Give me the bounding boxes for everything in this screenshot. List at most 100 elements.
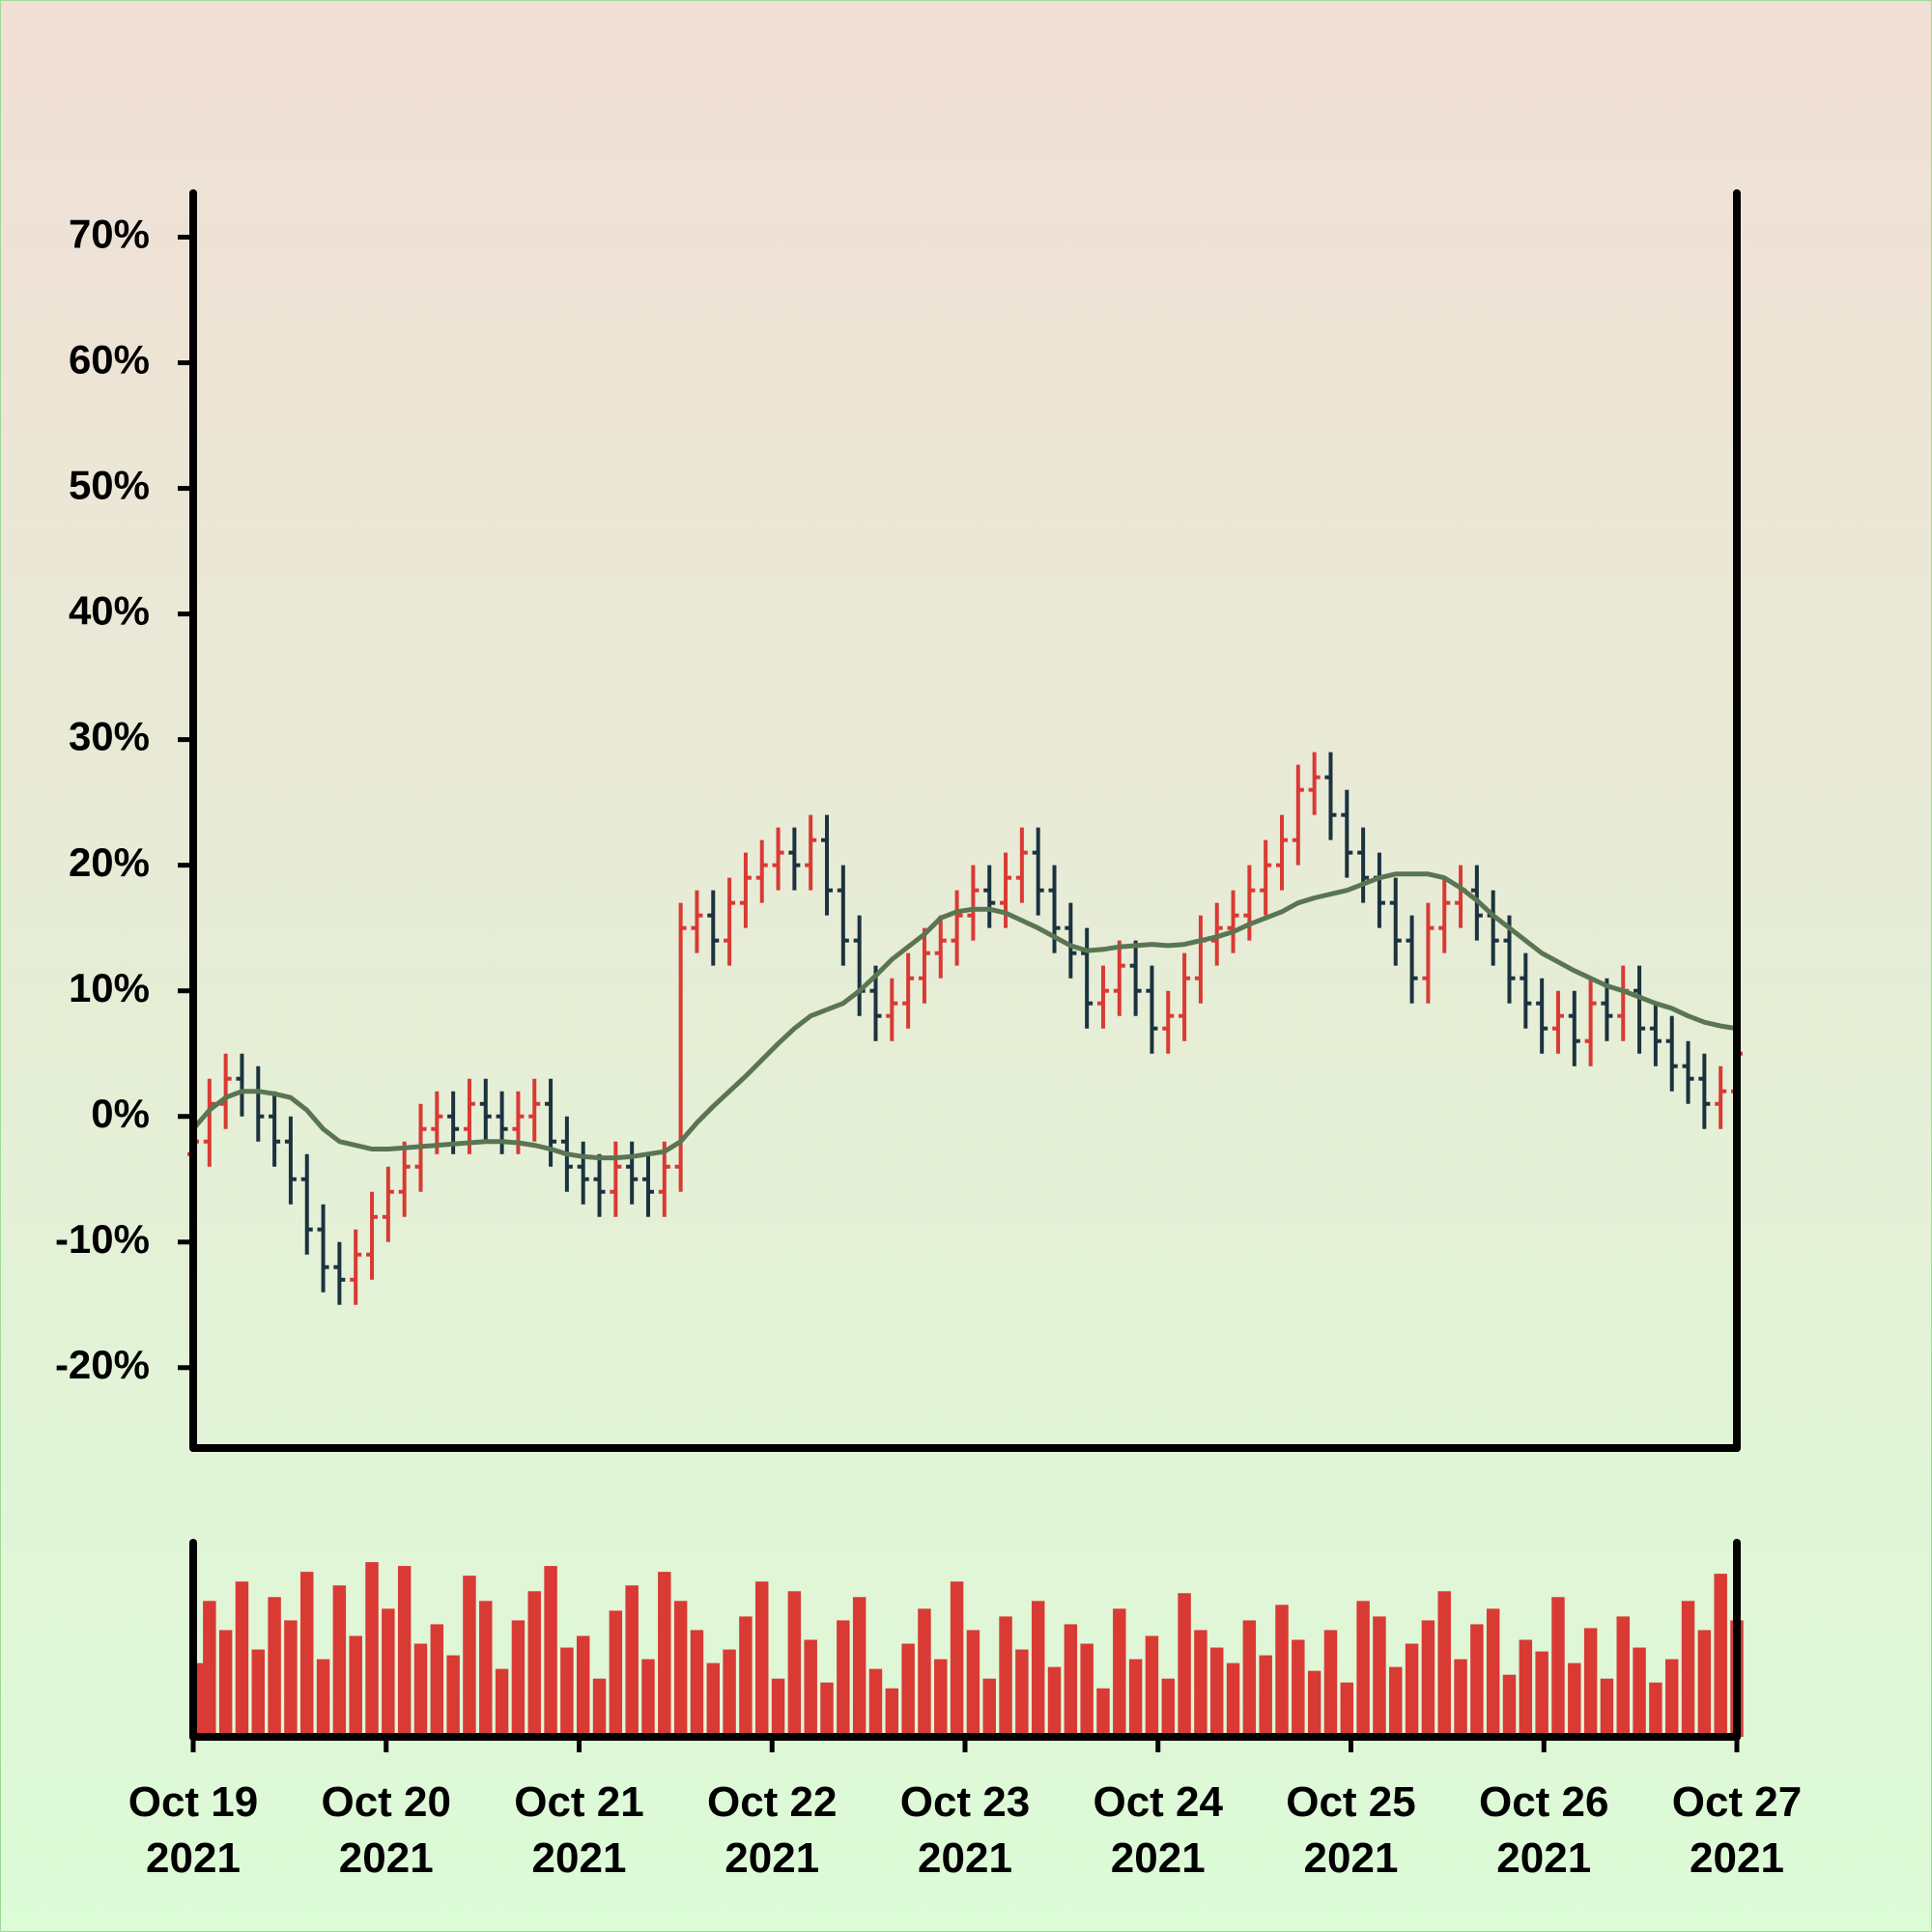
x-tick-label: Oct 20 2021	[321, 1778, 451, 1882]
y-tick-label: 50%	[69, 463, 150, 508]
x-tick-label: Oct 23 2021	[900, 1778, 1031, 1882]
x-tick-label-line: Oct 22	[707, 1778, 838, 1826]
volume-bar	[1292, 1639, 1305, 1737]
volume-bar	[625, 1585, 639, 1737]
volume-bar	[203, 1601, 216, 1737]
y-tick-label: 70%	[69, 212, 150, 257]
y-tick-label: -10%	[55, 1216, 150, 1262]
x-tick-label-line: 2021	[1690, 1834, 1784, 1882]
volume-bar	[1145, 1635, 1159, 1737]
volume-bar	[1226, 1662, 1240, 1737]
volume-bar	[755, 1581, 769, 1737]
volume-bar	[1080, 1643, 1094, 1737]
x-tick-label-line: Oct 25	[1286, 1778, 1416, 1826]
volume-bar	[771, 1678, 785, 1737]
volume-bar	[413, 1643, 428, 1737]
volume-bar	[1015, 1649, 1029, 1737]
volume-bar	[934, 1659, 948, 1737]
y-tick-label: -20%	[55, 1342, 150, 1387]
volume-bar	[1697, 1630, 1712, 1737]
x-tick-label: Oct 21 2021	[514, 1778, 644, 1882]
volume-bar	[446, 1655, 460, 1737]
volume-bar	[1047, 1666, 1062, 1737]
x-tick-label-line: 2021	[724, 1834, 819, 1882]
y-tick-label: 40%	[69, 588, 150, 634]
y-tick-label: 10%	[69, 965, 150, 1010]
x-tick-label-line: Oct 21	[514, 1778, 644, 1826]
volume-bar	[1714, 1574, 1727, 1737]
volume-bar	[739, 1616, 753, 1737]
volume-bar	[706, 1662, 721, 1737]
volume-bar	[365, 1562, 379, 1737]
volume-bar	[1681, 1601, 1695, 1737]
volume-bar	[1519, 1639, 1533, 1737]
volume-bar	[723, 1649, 736, 1737]
volume-bar	[1323, 1630, 1338, 1737]
volume-bar	[1096, 1688, 1110, 1737]
volume-bar	[284, 1620, 298, 1737]
x-tick-label-line: Oct 24	[1093, 1778, 1223, 1826]
volume-bar	[820, 1682, 834, 1737]
x-tick-label-line: Oct 26	[1479, 1778, 1609, 1826]
x-tick-label-line: Oct 27	[1672, 1778, 1803, 1826]
volume-bar	[1178, 1593, 1191, 1737]
volume-bar	[658, 1572, 671, 1737]
volume-bar	[1113, 1608, 1126, 1737]
volume-bar	[1340, 1682, 1354, 1737]
spines	[189, 189, 1741, 1741]
volume-bar	[1437, 1591, 1451, 1737]
volume-bar	[918, 1608, 931, 1737]
volume-bar	[1616, 1616, 1630, 1737]
volume-bar	[576, 1635, 590, 1737]
x-tick-label-line: 2021	[146, 1834, 241, 1882]
volume-bar	[982, 1678, 996, 1737]
volume-bar	[1307, 1670, 1321, 1737]
volume-bar	[479, 1601, 493, 1737]
volume-bar	[1405, 1643, 1419, 1737]
volume-bar	[1600, 1678, 1614, 1737]
volume-bar	[1275, 1605, 1289, 1737]
x-tick-label: Oct 22 2021	[707, 1778, 838, 1882]
volume-bar	[1633, 1647, 1646, 1737]
y-tick-label: 30%	[69, 714, 150, 759]
volume-bar	[1242, 1620, 1257, 1737]
volume-bar	[1664, 1659, 1679, 1737]
volume-bar	[885, 1688, 899, 1737]
volume-bar	[1356, 1601, 1370, 1737]
x-tick-label: Oct 27 2021	[1672, 1778, 1803, 1882]
volume-bar	[1649, 1682, 1662, 1737]
volume-bar	[430, 1624, 444, 1737]
x-tick-label-line: Oct 19	[128, 1778, 259, 1826]
x-tick-label: Oct 25 2021	[1286, 1778, 1416, 1882]
volume-bar	[300, 1572, 314, 1737]
volume-bar	[950, 1581, 964, 1737]
volume-bar	[999, 1616, 1012, 1737]
volume-bar	[397, 1566, 412, 1737]
volume-bar	[1064, 1624, 1078, 1737]
volume-bar	[1486, 1608, 1500, 1737]
volume-bar	[511, 1620, 526, 1737]
y-tick-label: 60%	[69, 337, 150, 383]
volume-bar	[592, 1678, 607, 1737]
y-tick-label: 20%	[69, 839, 150, 885]
volume-bar	[1259, 1655, 1272, 1737]
volume-bar	[673, 1601, 688, 1737]
x-tick-label: Oct 19 2021	[128, 1778, 259, 1882]
x-tick-label-line: 2021	[918, 1834, 1012, 1882]
volume-bar	[349, 1635, 362, 1737]
volume-bar	[316, 1659, 330, 1737]
volume-bar	[966, 1630, 980, 1737]
volume-bar	[1128, 1659, 1143, 1737]
volume-bar	[463, 1576, 476, 1737]
volume-bar	[1373, 1616, 1386, 1737]
x-tick-label: Oct 24 2021	[1093, 1778, 1223, 1882]
volume-bar	[1535, 1651, 1548, 1737]
volume-bar	[218, 1630, 233, 1737]
volume-bar	[1583, 1628, 1598, 1737]
volume-bar	[495, 1668, 509, 1737]
volume-bar	[382, 1608, 395, 1737]
volume-bar	[641, 1659, 655, 1737]
volume-bar	[1194, 1630, 1208, 1737]
volume-bar	[852, 1597, 867, 1737]
